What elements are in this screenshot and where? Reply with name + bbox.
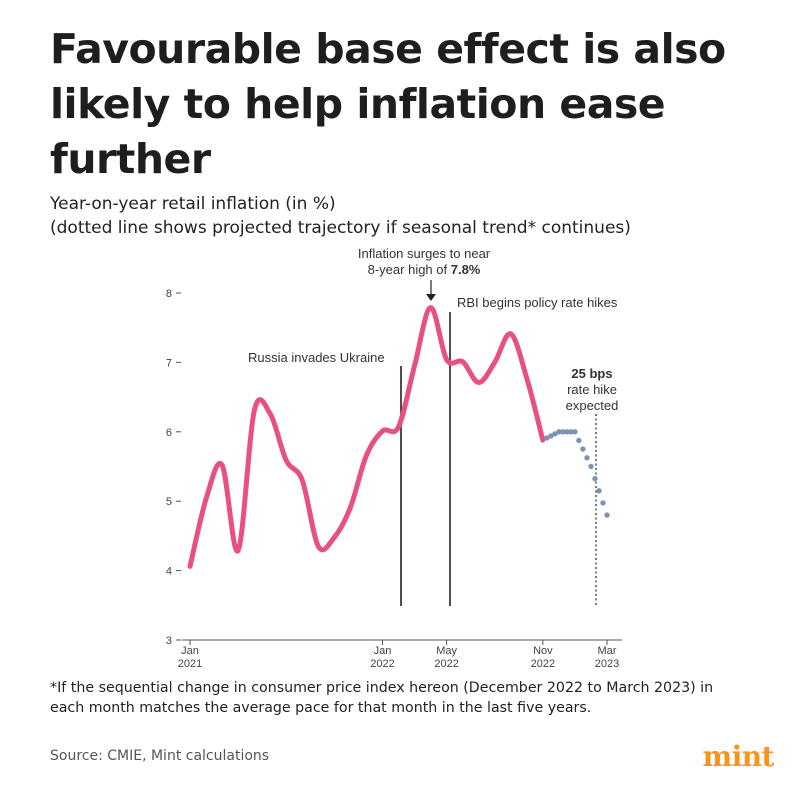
annotation-arrow-head bbox=[426, 294, 436, 301]
y-tick-label: 7 bbox=[166, 357, 172, 369]
annotation-inflation-value: 7.8% bbox=[451, 262, 481, 277]
projected-dot bbox=[552, 431, 558, 437]
projected-dot bbox=[584, 455, 590, 461]
x-tick-label-month: Mar bbox=[598, 645, 617, 657]
x-tick-label-month: May bbox=[436, 645, 457, 657]
x-tick-label-year: 2022 bbox=[434, 658, 458, 670]
subtitle-line-2: (dotted line shows projected trajectory … bbox=[50, 218, 631, 238]
mint-logo: mint bbox=[702, 740, 774, 773]
y-tick-label: 5 bbox=[166, 496, 172, 508]
projected-dot bbox=[564, 429, 570, 435]
projected-dot bbox=[588, 463, 594, 470]
annotation-inflation-text: 8-year high of bbox=[368, 262, 451, 277]
x-tick-label-month: Jan bbox=[181, 645, 199, 657]
headline-line-3: further bbox=[50, 135, 211, 183]
y-tick-label: 3 bbox=[166, 635, 172, 647]
projected-dot bbox=[544, 435, 550, 441]
x-tick-label-year: 2021 bbox=[178, 658, 202, 670]
x-tick-label-year: 2022 bbox=[531, 658, 555, 670]
projected-dot bbox=[560, 429, 566, 435]
headline-line-1: Favourable base effect is also bbox=[50, 25, 726, 73]
projected-dot bbox=[568, 429, 574, 435]
source-note: Source: CMIE, Mint calculations bbox=[50, 748, 270, 764]
subtitle-line-1: Year-on-year retail inflation (in %) bbox=[50, 194, 336, 214]
x-tick-label-month: Nov bbox=[533, 645, 553, 657]
headline: Favourable base effect is also likely to… bbox=[50, 22, 770, 187]
y-tick-label: 4 bbox=[166, 566, 172, 578]
annotation-russia-ukraine: Russia invades Ukraine bbox=[248, 350, 385, 365]
projected-dot bbox=[596, 488, 602, 494]
annotation-rate-hike-line-2: rate hike bbox=[567, 382, 617, 397]
projected-dot bbox=[592, 475, 598, 482]
projected-dot bbox=[572, 429, 578, 435]
projected-dot bbox=[580, 446, 586, 452]
y-tick-label: 6 bbox=[166, 427, 172, 439]
y-tick-label: 8 bbox=[166, 288, 172, 300]
actual-inflation-line bbox=[187, 305, 546, 569]
annotation-rate-hike-line-3: expected bbox=[566, 398, 619, 413]
x-tick-label-year: 2022 bbox=[370, 658, 394, 670]
projected-dot bbox=[600, 500, 606, 506]
annotation-inflation-line-1: Inflation surges to near bbox=[358, 246, 491, 261]
annotation-rate-hike-bps: 25 bps bbox=[571, 366, 612, 381]
projected-dot bbox=[548, 433, 554, 439]
annotation-rbi: RBI begins policy rate hikes bbox=[457, 295, 618, 310]
projected-dot bbox=[556, 429, 562, 435]
annotation-inflation-line-2: 8-year high of 7.8% bbox=[368, 262, 481, 277]
headline-line-2: likely to help inflation ease bbox=[50, 80, 666, 128]
x-tick-label-month: Jan bbox=[374, 645, 392, 657]
projected-dot bbox=[576, 437, 582, 444]
x-tick-label-year: 2023 bbox=[595, 658, 619, 670]
footnote: *If the sequential change in consumer pr… bbox=[50, 680, 714, 716]
projected-dot bbox=[604, 512, 610, 518]
chart-subtitle: Year-on-year retail inflation (in %) (do… bbox=[50, 192, 631, 240]
